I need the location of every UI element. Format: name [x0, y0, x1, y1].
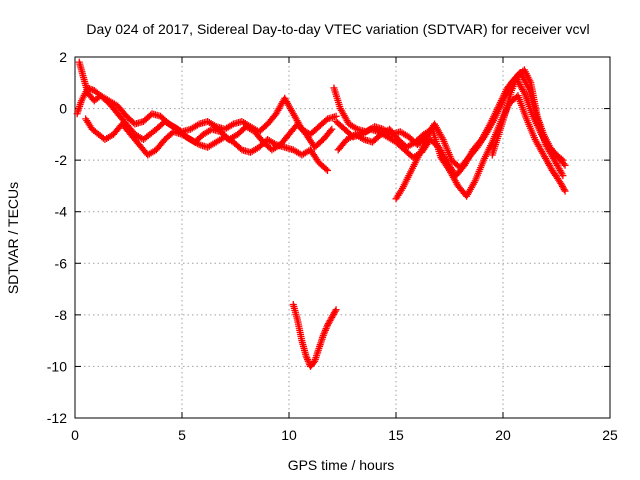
data-point [561, 187, 569, 195]
data-point [559, 156, 567, 164]
data-point [332, 306, 340, 314]
x-tick-label: 0 [71, 427, 79, 443]
y-axis-label: SDTVAR / TECUs [5, 182, 21, 294]
x-tick-label: 15 [388, 427, 404, 443]
y-tick-label: -2 [55, 152, 68, 168]
data-point [328, 125, 336, 133]
data-points [73, 58, 569, 370]
data-point [327, 127, 335, 135]
data-point [559, 172, 567, 180]
chart-title: Day 024 of 2017, Sidereal Day-to-day VTE… [86, 21, 589, 37]
series-arc-3 [82, 115, 332, 174]
data-point [310, 359, 318, 367]
series-arc-4 [289, 301, 340, 370]
series-arc-9 [488, 66, 567, 164]
x-tick-label: 25 [602, 427, 618, 443]
data-point [560, 186, 568, 194]
y-tick-label: -4 [55, 204, 68, 220]
y-tick-label: -6 [55, 255, 68, 271]
y-tick-label: -10 [47, 358, 67, 374]
y-axis: 2 0 -2 -4 -6 -8 -10 -12 [47, 49, 610, 426]
data-point [431, 123, 439, 131]
data-point [561, 161, 569, 169]
y-tick-label: -8 [55, 307, 68, 323]
data-point [322, 165, 330, 173]
data-point [560, 160, 568, 168]
data-point [557, 155, 565, 163]
x-axis: 0 5 10 15 20 25 [71, 57, 618, 443]
plot-frame [74, 56, 611, 419]
y-tick-label: 2 [59, 49, 67, 65]
y-tick-label: -12 [47, 410, 67, 426]
x-axis-label: GPS time / hours [288, 457, 395, 473]
data-point [429, 124, 437, 132]
x-tick-label: 10 [281, 427, 297, 443]
series-arc-8 [392, 123, 439, 203]
data-point [324, 166, 332, 174]
x-tick-label: 5 [178, 427, 186, 443]
y-tick-label: 0 [59, 101, 67, 117]
data-point [331, 307, 339, 315]
x-tick-label: 20 [495, 427, 511, 443]
